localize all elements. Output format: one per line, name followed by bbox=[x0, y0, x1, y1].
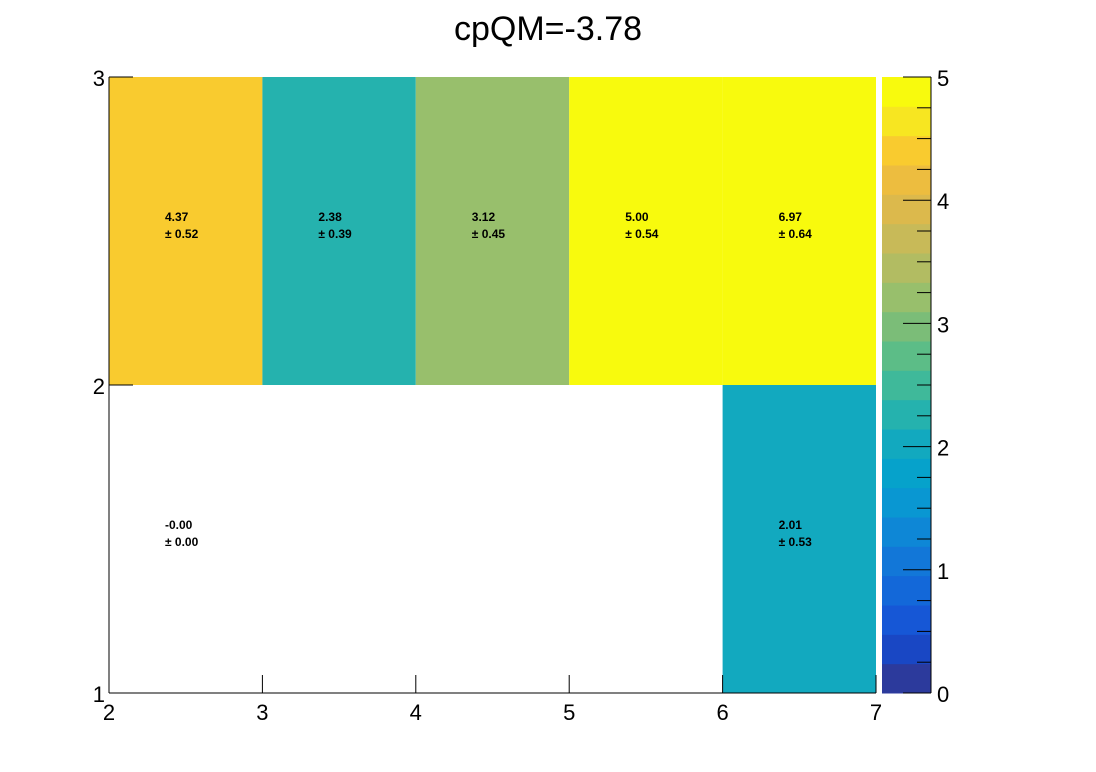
cell-labels: 4.37 ± 0.52 2.38 ± 0.39 3.12 ± 0.45 5.00 ± 0.54… bbox=[165, 210, 812, 549]
heatmap-cell bbox=[722, 385, 876, 693]
color-bar-tick-label: 3 bbox=[937, 312, 949, 337]
color-bar-segment bbox=[882, 487, 931, 518]
x-tick-label: 3 bbox=[256, 700, 268, 725]
color-bar-segment bbox=[882, 282, 931, 313]
y-tick-label: 1 bbox=[93, 682, 105, 707]
cell-value-label: 4.37 bbox=[165, 210, 189, 224]
y-tick-label: 2 bbox=[93, 374, 105, 399]
color-bar-segment bbox=[882, 517, 931, 547]
x-axis: 2 3 4 5 6 7 bbox=[103, 675, 882, 725]
color-bar-segment bbox=[882, 546, 931, 577]
color-bar-segment bbox=[882, 458, 931, 489]
x-tick-label: 4 bbox=[410, 700, 422, 725]
cell-error-label: ± 0.52 bbox=[165, 227, 199, 241]
color-bar-tick-label: 1 bbox=[937, 559, 949, 584]
cell-error-label: ± 0.64 bbox=[779, 227, 813, 241]
color-bar-tick-label: 2 bbox=[937, 436, 949, 461]
color-bar-segment bbox=[882, 341, 931, 371]
heatmap-cell bbox=[109, 77, 263, 385]
color-bar: 0 1 2 3 4 5 bbox=[882, 66, 949, 707]
heatmap-cell bbox=[262, 77, 416, 385]
cell-value-label: 2.38 bbox=[318, 210, 342, 224]
cell-error-label: ± 0.45 bbox=[472, 227, 506, 241]
color-bar-segment bbox=[882, 165, 931, 195]
color-bar-segment bbox=[882, 223, 931, 254]
y-axis: 1 2 3 bbox=[93, 66, 133, 707]
color-bar-segment bbox=[882, 634, 931, 665]
cell-error-label: ± 0.39 bbox=[318, 227, 352, 241]
color-bar-segment bbox=[882, 311, 931, 342]
cell-error-label: ± 0.53 bbox=[779, 535, 813, 549]
x-tick-label: 7 bbox=[870, 700, 882, 725]
cell-error-label: ± 0.00 bbox=[165, 535, 199, 549]
cell-value-label: 5.00 bbox=[625, 210, 649, 224]
heatmap-cell bbox=[722, 77, 876, 385]
x-tick-label: 6 bbox=[716, 700, 728, 725]
cell-error-label: ± 0.54 bbox=[625, 227, 659, 241]
x-tick-label: 2 bbox=[103, 700, 115, 725]
heatmap-cell bbox=[415, 77, 570, 385]
color-bar-segment bbox=[882, 77, 931, 107]
cell-value-label: 6.97 bbox=[779, 210, 803, 224]
color-bar-segment bbox=[882, 194, 931, 225]
color-bar-segment bbox=[882, 605, 931, 635]
color-bar-tick-label: 4 bbox=[937, 189, 949, 214]
color-bar-segment bbox=[882, 253, 931, 283]
color-bar-tick-label: 5 bbox=[937, 66, 949, 91]
heatmap-cell bbox=[569, 77, 723, 385]
color-bar-segment bbox=[882, 429, 931, 459]
color-bar-segment bbox=[882, 663, 931, 694]
cell-value-label: -0.00 bbox=[165, 518, 193, 532]
color-bar-segment bbox=[882, 399, 931, 430]
cell-value-label: 2.01 bbox=[779, 518, 803, 532]
color-bar-segment bbox=[882, 106, 931, 137]
y-tick-label: 3 bbox=[93, 66, 105, 91]
cell-value-label: 3.12 bbox=[472, 210, 496, 224]
cells-layer bbox=[109, 77, 876, 693]
x-tick-label: 5 bbox=[563, 700, 575, 725]
color-bar-tick-label: 0 bbox=[937, 682, 949, 707]
chart-title: cpQM=-3.78 bbox=[454, 10, 642, 48]
color-bar-segment bbox=[882, 135, 931, 166]
